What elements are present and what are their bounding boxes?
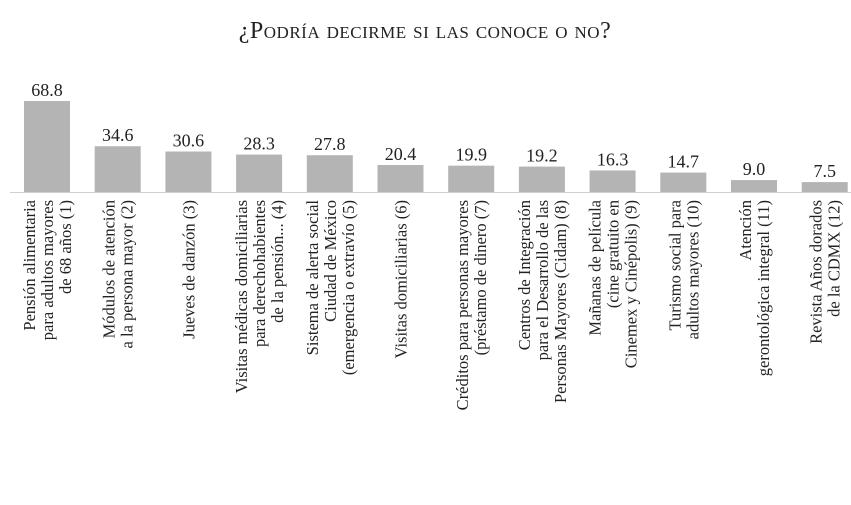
x-tick-label: Módulos de atencióna la persona mayor (2… (100, 200, 137, 348)
bar (165, 151, 212, 192)
x-tick-label: Visitas domiciliarias (6) (392, 200, 411, 358)
bar (801, 182, 848, 192)
bar (377, 165, 424, 192)
value-label: 20.4 (385, 144, 417, 164)
x-tick-label: Visitas médicas domiciliariaspara derech… (232, 200, 287, 393)
x-tick-label: Centros de Integraciónpara el Desarrollo… (515, 200, 570, 403)
bar (24, 100, 70, 192)
x-tick-label: Jueves de danzón (3) (179, 200, 198, 339)
x-tick-label: Pensión alimentariapara adultos mayoresd… (20, 199, 75, 340)
bar (731, 180, 777, 192)
chart-title: ¿Podría decirme si las conoce o no? (239, 18, 611, 44)
value-label: 27.8 (314, 134, 346, 154)
value-label: 28.3 (243, 134, 275, 154)
x-tick-label: Turismo social paraadultos mayores (10) (665, 199, 702, 339)
bar (448, 165, 495, 192)
value-label: 9.0 (743, 159, 766, 179)
bar (518, 166, 565, 192)
bar (589, 170, 636, 192)
value-label: 7.5 (813, 161, 836, 181)
bar (94, 146, 141, 192)
value-label: 19.9 (455, 145, 487, 165)
x-tick-label: Créditos para personas mayores(préstamo … (453, 200, 490, 410)
value-label: 16.3 (597, 149, 629, 169)
bar (236, 154, 283, 192)
x-tick-label: Revista Años doradosde la CDMX (12) (807, 200, 844, 344)
value-label: 14.7 (668, 152, 700, 172)
x-tick-label: Sistema de alerta socialCiudad de México… (303, 200, 358, 376)
bar (306, 155, 353, 192)
x-tick-label: Mañanas de película(cine gratuito enCine… (586, 199, 641, 368)
x-tick-label: Atencióngerontológica integral (11) (736, 200, 773, 376)
value-label: 30.6 (173, 131, 205, 151)
bar (660, 172, 707, 192)
value-label: 19.2 (526, 146, 558, 166)
value-label: 68.8 (31, 80, 63, 100)
value-label: 34.6 (102, 125, 134, 145)
